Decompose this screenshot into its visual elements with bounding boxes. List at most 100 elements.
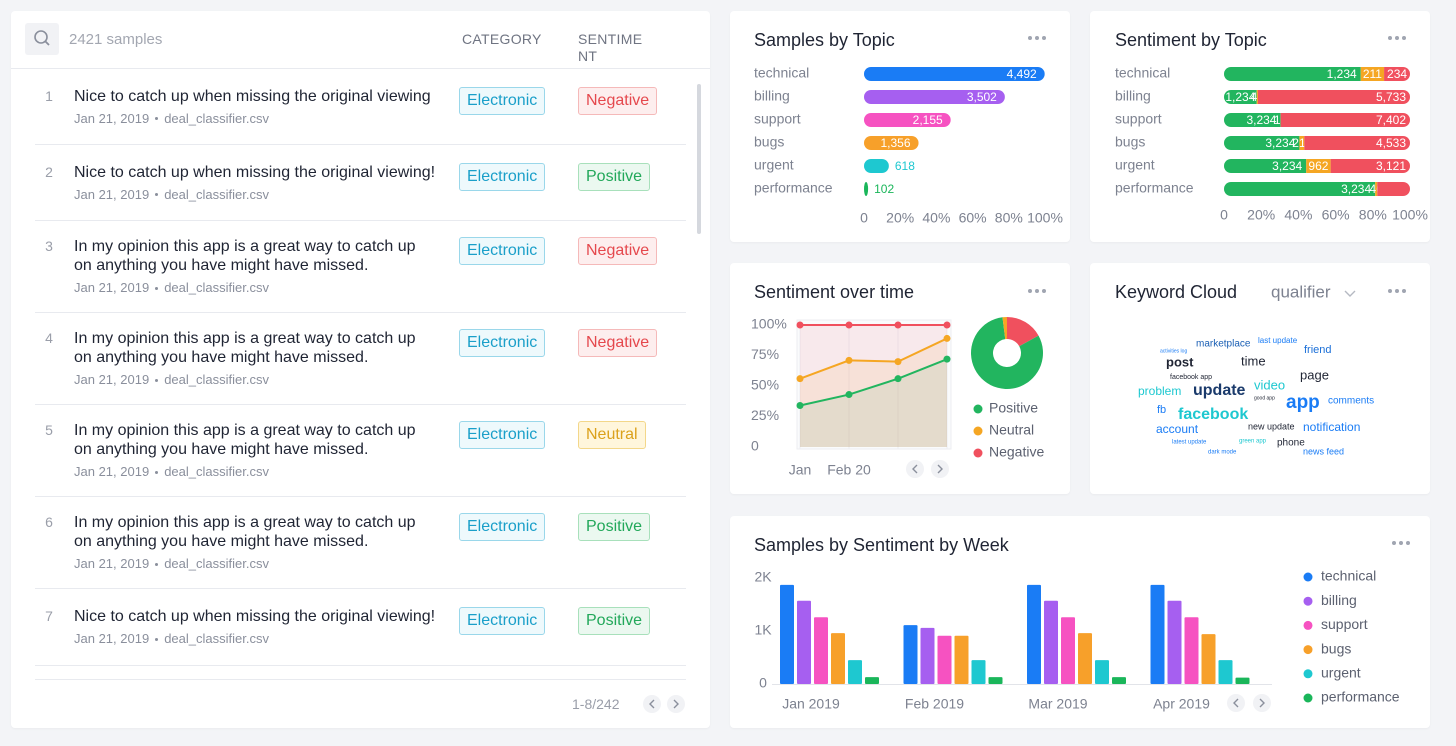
bar bbox=[797, 600, 811, 684]
bar bbox=[864, 90, 1005, 104]
table-row[interactable]: 2 Nice to catch up when missing the origi… bbox=[35, 145, 686, 221]
row-content: 2 Nice to catch up when missing the origi… bbox=[35, 162, 651, 203]
sentiment-badge: Negative bbox=[578, 86, 658, 115]
bar bbox=[848, 660, 862, 684]
x-tick-label: Feb 20 bbox=[827, 462, 871, 478]
x-tick-label: 60% bbox=[959, 210, 987, 226]
row-index: 5 bbox=[45, 422, 53, 438]
x-tick-label: 0 bbox=[860, 210, 868, 226]
row-meta: Jan 21, 2019 deal_classifier.csv bbox=[74, 187, 459, 203]
x-tick-label: Feb 2019 bbox=[905, 696, 964, 712]
sentiment-badge: Negative bbox=[578, 237, 658, 265]
card-title: Samples by Sentiment by Week bbox=[754, 535, 1010, 555]
chevron bbox=[1259, 698, 1265, 708]
separator bbox=[155, 378, 159, 382]
point bbox=[943, 334, 951, 342]
next-button[interactable] bbox=[931, 460, 949, 478]
chevron bbox=[1233, 698, 1239, 708]
column-header[interactable]: CATEGORY bbox=[462, 31, 542, 47]
y-tick-label: 50% bbox=[751, 377, 779, 393]
filter-dropdown[interactable]: qualifier bbox=[1271, 282, 1331, 301]
category-badge: Electronic bbox=[459, 513, 546, 541]
legend-swatch bbox=[1303, 693, 1313, 703]
category-badge: Electronic bbox=[459, 421, 546, 449]
value-label: 618 bbox=[895, 159, 915, 173]
category-cell: Electronic bbox=[459, 162, 578, 191]
x-tick-label: 60% bbox=[1322, 207, 1350, 223]
prev-button[interactable] bbox=[1227, 694, 1245, 712]
date: Jan 21, 2019 bbox=[74, 186, 150, 202]
text-line: Nice to catch up when missing the origin… bbox=[74, 608, 436, 625]
value-label: 1,234 bbox=[1327, 67, 1357, 81]
more-menu[interactable] bbox=[1388, 289, 1406, 293]
category-badge: Electronic bbox=[459, 607, 546, 635]
more-menu[interactable] bbox=[1028, 36, 1046, 40]
sentiment-badge: Positive bbox=[578, 607, 651, 635]
table-row[interactable]: 4 In my opinion this app is a great way t… bbox=[35, 313, 686, 405]
bar bbox=[1078, 633, 1092, 684]
sentiment-badge: Neutral bbox=[578, 421, 646, 449]
category-cell: Electronic bbox=[459, 513, 578, 541]
value-label: 3,234 bbox=[1272, 159, 1302, 173]
search-input[interactable]: 2421 samples bbox=[69, 31, 163, 48]
legend-label: technical bbox=[1321, 568, 1376, 584]
bar-segment bbox=[1360, 67, 1385, 81]
keyword: last update bbox=[1258, 336, 1298, 345]
category-cell: Electronic bbox=[459, 86, 578, 115]
point bbox=[845, 356, 853, 364]
point bbox=[894, 358, 902, 366]
legend-swatch bbox=[1303, 596, 1313, 606]
separator bbox=[155, 562, 159, 566]
keyword: time bbox=[1241, 353, 1266, 368]
legend-label: performance bbox=[1321, 689, 1400, 705]
legend-label: support bbox=[1321, 616, 1368, 632]
text-line: on anything you have might have missed. bbox=[74, 441, 369, 458]
next-button[interactable] bbox=[667, 695, 685, 713]
table-row[interactable]: 7 Nice to catch up when missing the origi… bbox=[35, 589, 686, 666]
prev-button[interactable] bbox=[906, 460, 924, 478]
keyword: activities log bbox=[1160, 348, 1187, 354]
x-tick-label: Jan 2019 bbox=[782, 696, 840, 712]
pagination: 1-8/242 bbox=[572, 696, 620, 712]
chevron bbox=[912, 464, 918, 474]
scrollbar[interactable] bbox=[697, 84, 701, 234]
point bbox=[796, 402, 804, 410]
card-title: Sentiment by Topic bbox=[1115, 30, 1267, 50]
bar bbox=[865, 677, 879, 684]
more-menu[interactable] bbox=[1388, 36, 1406, 40]
table-row[interactable]: 5 In my opinion this app is a great way t… bbox=[35, 405, 686, 497]
y-tick-label: bugs bbox=[754, 134, 784, 150]
prev-button[interactable] bbox=[643, 695, 661, 713]
dropdown-chevron[interactable] bbox=[1344, 290, 1356, 297]
point bbox=[943, 355, 951, 363]
column-header[interactable]: SENTIMENT bbox=[578, 31, 643, 64]
table-row[interactable]: 6 In my opinion this app is a great way t… bbox=[35, 497, 686, 589]
value-label: 234 bbox=[1387, 67, 1407, 81]
more-menu[interactable] bbox=[1392, 541, 1410, 545]
x-tick-label: 40% bbox=[1284, 207, 1312, 223]
legend-swatch bbox=[973, 448, 983, 458]
bar bbox=[971, 660, 986, 684]
y-tick-label: support bbox=[754, 111, 801, 127]
y-tick-label: 2K bbox=[754, 569, 772, 585]
y-tick-label: 75% bbox=[751, 346, 779, 362]
table-row[interactable]: 3 In my opinion this app is a great way t… bbox=[35, 221, 686, 313]
more-menu[interactable] bbox=[1028, 289, 1046, 293]
legend-label: Neutral bbox=[989, 422, 1034, 438]
menu-dot bbox=[1395, 36, 1399, 40]
text-line: In my opinion this app is a great way to… bbox=[74, 330, 416, 347]
separator bbox=[155, 286, 159, 290]
bar bbox=[1184, 617, 1199, 684]
bar bbox=[1095, 660, 1109, 684]
table-row[interactable]: 1 Nice to catch up when missing the origi… bbox=[35, 69, 686, 145]
category-badge: Electronic bbox=[459, 162, 546, 191]
search-button[interactable] bbox=[25, 23, 59, 55]
row-meta: Jan 21, 2019 deal_classifier.csv bbox=[74, 464, 459, 480]
card-title: Sentiment over time bbox=[754, 282, 914, 302]
line bbox=[799, 337, 948, 380]
menu-dot bbox=[1406, 541, 1410, 545]
row-text: Nice to catch up when missing the origin… bbox=[74, 607, 459, 647]
row-content: 6 In my opinion this app is a great way t… bbox=[35, 513, 651, 572]
next-button[interactable] bbox=[1253, 694, 1271, 712]
